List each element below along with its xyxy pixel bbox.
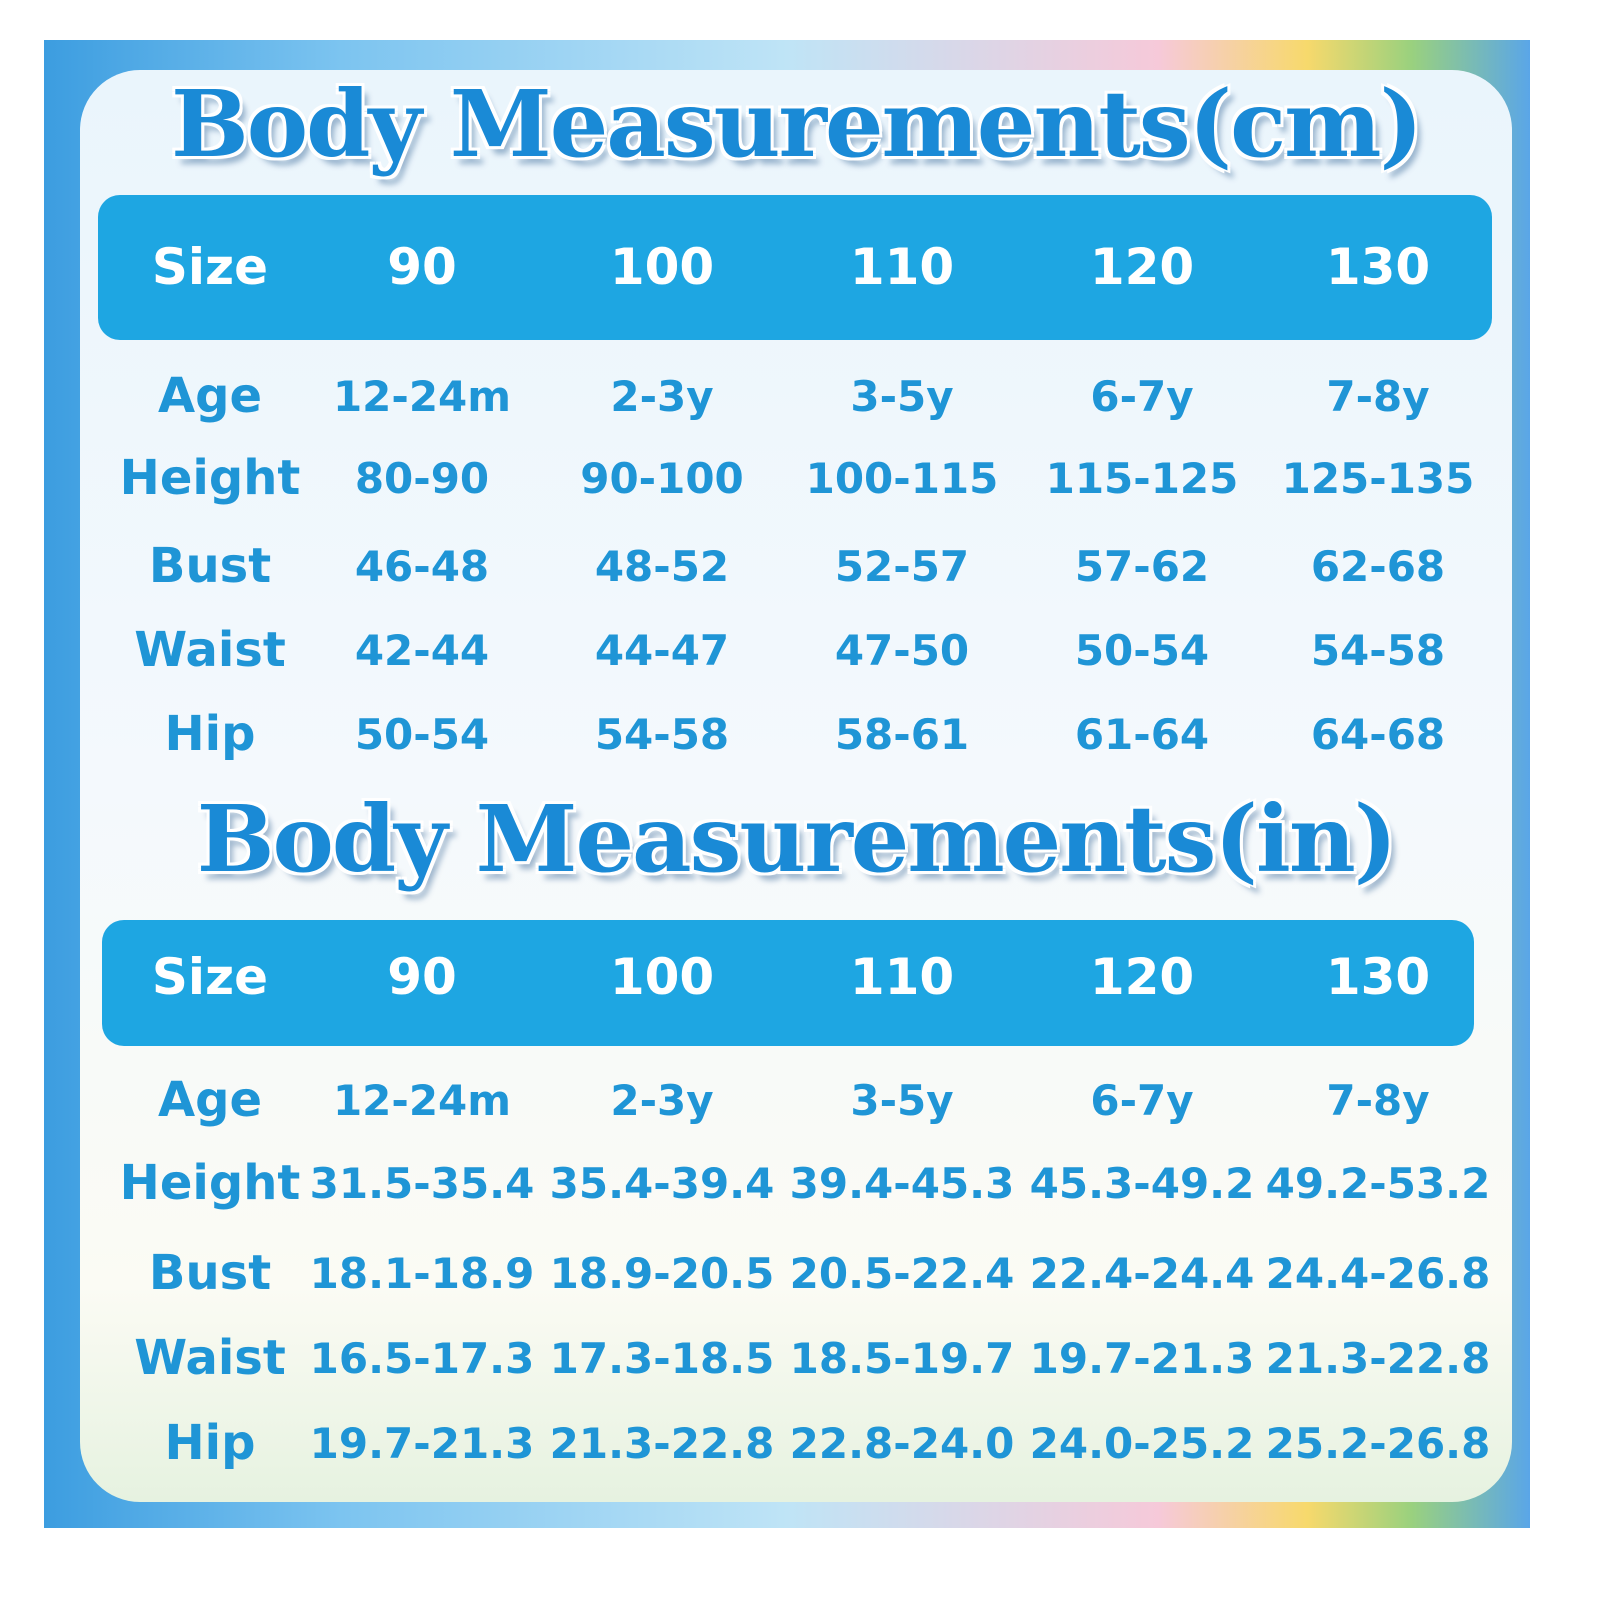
table-cell: 25.2-26.8	[1265, 1419, 1491, 1468]
header-cell: 100	[609, 238, 715, 296]
header-cell: 120	[1089, 238, 1195, 296]
table-cell: 90-100	[580, 454, 744, 503]
row-label: Hip	[164, 706, 256, 762]
header-bar	[102, 920, 1474, 1046]
header-bar	[98, 195, 1492, 340]
table-cell: 125-135	[1281, 454, 1475, 503]
table-cell: 12-24m	[332, 372, 512, 421]
table-cell: 18.5-19.7	[789, 1334, 1015, 1383]
row-label: Bust	[148, 1245, 272, 1301]
row-label: Waist	[134, 1330, 286, 1386]
row-label: Waist	[134, 622, 286, 678]
row-label: Hip	[164, 1415, 256, 1471]
table-cell: 62-68	[1310, 542, 1446, 591]
table-cell: 17.3-18.5	[549, 1334, 775, 1383]
table-cell: 54-58	[1310, 626, 1446, 675]
table-cell: 61-64	[1074, 710, 1210, 759]
table-cell: 22.4-24.4	[1029, 1249, 1255, 1298]
table-cell: 45.3-49.2	[1029, 1159, 1255, 1208]
table-cell: 16.5-17.3	[309, 1334, 535, 1383]
table-cell: 64-68	[1310, 710, 1446, 759]
header-cell: 90	[387, 238, 457, 296]
table-cell: 24.4-26.8	[1265, 1249, 1491, 1298]
table-title: Body Measurements(in)	[196, 785, 1398, 893]
table-cell: 19.7-21.3	[1029, 1334, 1255, 1383]
header-cell: 120	[1089, 948, 1195, 1006]
row-label: Age	[157, 1072, 263, 1128]
table-cell: 12-24m	[332, 1076, 512, 1125]
table-cell: 42-44	[354, 626, 490, 675]
table-cell: 54-58	[594, 710, 730, 759]
table-cell: 7-8y	[1326, 1076, 1430, 1125]
row-label: Age	[157, 368, 263, 424]
table-cell: 21.3-22.8	[1265, 1334, 1491, 1383]
table-cell: 50-54	[1074, 626, 1210, 675]
table-cell: 39.4-45.3	[789, 1159, 1015, 1208]
header-cell: Size	[151, 238, 269, 296]
table-cell: 52-57	[834, 542, 970, 591]
table-cell: 50-54	[354, 710, 490, 759]
header-cell: 130	[1325, 948, 1431, 1006]
table-cell: 18.9-20.5	[549, 1249, 775, 1298]
table-cell: 44-47	[594, 626, 730, 675]
table-cell: 6-7y	[1090, 1076, 1194, 1125]
table-cell: 6-7y	[1090, 372, 1194, 421]
table-cell: 3-5y	[850, 372, 954, 421]
header-cell: 110	[849, 948, 955, 1006]
table-cell: 100-115	[805, 454, 999, 503]
row-label: Bust	[148, 538, 272, 594]
row-label: Height	[119, 1155, 301, 1211]
table-cell: 2-3y	[610, 1076, 714, 1125]
table-cell: 46-48	[354, 542, 490, 591]
header-cell: 100	[609, 948, 715, 1006]
table-cell: 19.7-21.3	[309, 1419, 535, 1468]
table-cell: 48-52	[594, 542, 730, 591]
table-cell: 7-8y	[1326, 372, 1430, 421]
header-cell: 110	[849, 238, 955, 296]
table-cell: 2-3y	[610, 372, 714, 421]
table-cell: 80-90	[354, 454, 490, 503]
table-cell: 22.8-24.0	[789, 1419, 1015, 1468]
table-cell: 24.0-25.2	[1029, 1419, 1255, 1468]
table-cell: 35.4-39.4	[549, 1159, 775, 1208]
table-cell: 31.5-35.4	[309, 1159, 535, 1208]
table-cell: 58-61	[834, 710, 970, 759]
header-cell: Size	[151, 948, 269, 1006]
table-cell: 57-62	[1074, 542, 1210, 591]
table-cell: 20.5-22.4	[789, 1249, 1015, 1298]
row-label: Height	[119, 450, 301, 506]
table-cell: 47-50	[834, 626, 970, 675]
header-cell: 130	[1325, 238, 1431, 296]
table-cell: 18.1-18.9	[309, 1249, 535, 1298]
table-title: Body Measurements(cm)	[170, 70, 1423, 178]
table-cell: 3-5y	[850, 1076, 954, 1125]
table-cell: 21.3-22.8	[549, 1419, 775, 1468]
table-cell: 115-125	[1045, 454, 1239, 503]
header-cell: 90	[387, 948, 457, 1006]
table-cell: 49.2-53.2	[1265, 1159, 1491, 1208]
